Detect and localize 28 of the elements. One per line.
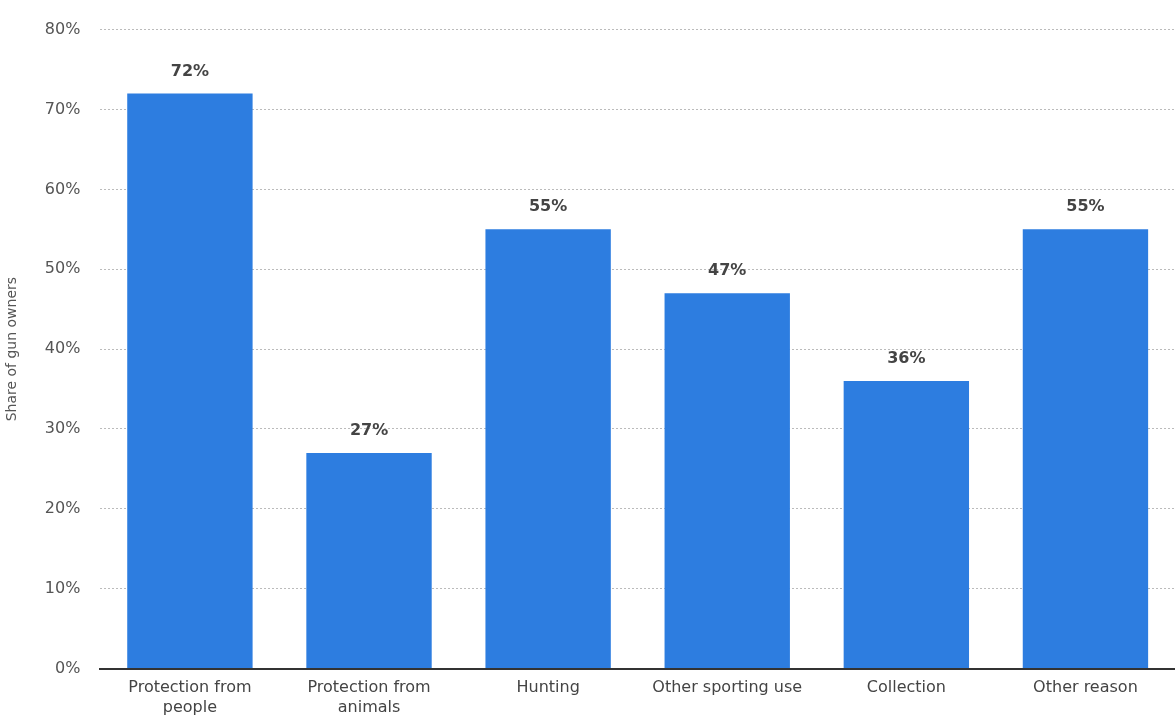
- y-tick-label: 30%: [44, 418, 81, 438]
- data-label: 55%: [528, 196, 568, 216]
- y-axis-title: Share of gun owners: [3, 276, 20, 422]
- data-label: 36%: [887, 348, 926, 368]
- x-tick-label: Protection from people: [128, 677, 252, 716]
- bar: [843, 381, 970, 669]
- y-tick-label: 80%: [44, 18, 81, 38]
- y-tick-label: 0%: [54, 657, 81, 677]
- bar: [127, 93, 253, 669]
- y-tick-label: 20%: [44, 498, 81, 518]
- y-tick-label: 60%: [44, 178, 81, 198]
- bar: [1022, 229, 1149, 669]
- y-tick-label: 50%: [44, 258, 81, 278]
- bar: [664, 293, 790, 669]
- data-label: 72%: [170, 60, 210, 80]
- y-tick-label: 70%: [44, 98, 81, 118]
- data-label: 55%: [1066, 196, 1105, 216]
- data-label: 27%: [349, 420, 389, 440]
- x-tick-label: Collection: [866, 677, 946, 697]
- y-tick-label: 10%: [44, 577, 81, 597]
- bar: [306, 452, 432, 669]
- x-tick-label: Hunting: [516, 677, 580, 697]
- y-tick-label: 40%: [44, 338, 81, 358]
- x-tick-label: Other sporting use: [652, 677, 803, 697]
- data-label: 47%: [708, 260, 747, 280]
- x-tick-label: Other reason: [1033, 677, 1138, 697]
- x-tick-label: Protection from animals: [307, 677, 431, 716]
- bar: [485, 229, 611, 669]
